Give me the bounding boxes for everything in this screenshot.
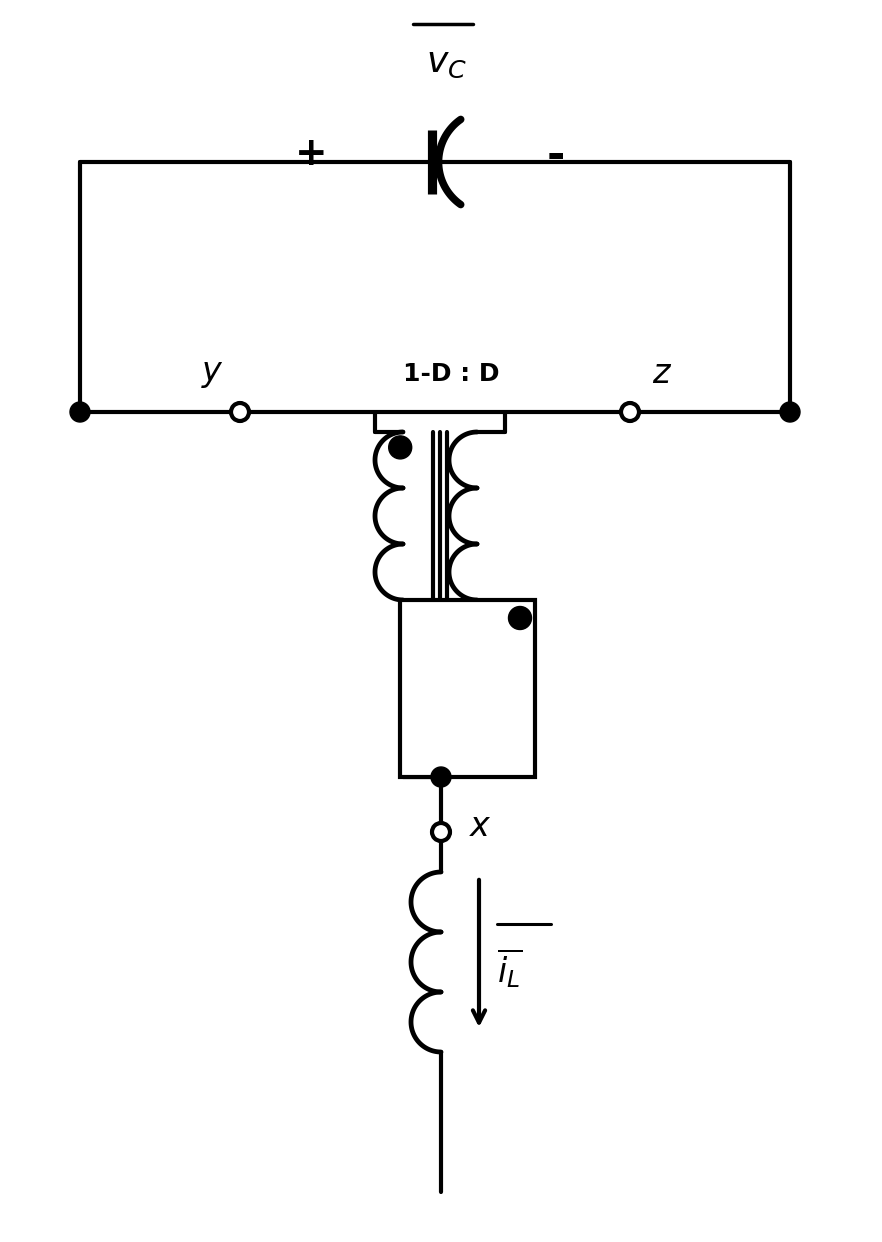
Circle shape [431, 768, 451, 787]
Circle shape [780, 402, 800, 422]
Circle shape [509, 606, 532, 630]
Text: $y$: $y$ [200, 358, 223, 390]
Circle shape [70, 402, 90, 422]
Text: +: + [295, 135, 327, 173]
Bar [400, 600, 535, 777]
Text: $x$: $x$ [469, 811, 492, 843]
Text: $\overline{i_L}$: $\overline{i_L}$ [497, 946, 522, 990]
Circle shape [432, 823, 450, 841]
Circle shape [231, 402, 249, 421]
Text: -: - [547, 135, 565, 179]
Circle shape [389, 436, 412, 458]
Text: $v_C$: $v_C$ [425, 46, 467, 79]
Text: $z$: $z$ [652, 358, 672, 390]
Text: 1-D : D: 1-D : D [403, 361, 499, 386]
Circle shape [621, 402, 639, 421]
